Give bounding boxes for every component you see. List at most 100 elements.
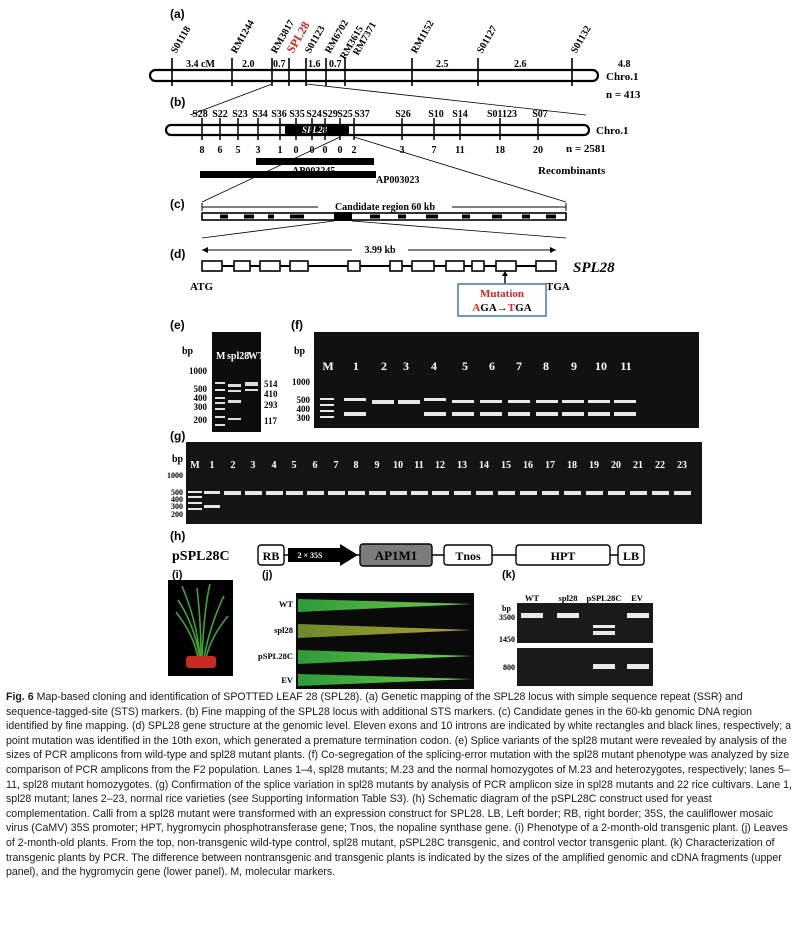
lane-g-8: 8	[354, 460, 359, 471]
bp-g: bp	[172, 454, 184, 465]
lane-g-21: 21	[633, 460, 643, 471]
ladder-e-4: 300	[194, 402, 208, 412]
panel-h-label: (h)	[170, 529, 185, 543]
ladder-e-1: 1000	[189, 366, 208, 376]
lane-f-7: 6	[489, 359, 495, 373]
bac-ap003023	[200, 171, 376, 178]
panel-i: (i)	[168, 569, 233, 676]
part-tnos: Tnos	[455, 549, 481, 563]
bp-e: bp	[182, 346, 194, 357]
n-b: n = 2581	[566, 143, 606, 155]
panel-f-label: (f)	[291, 318, 303, 332]
recomb-b-13: 11	[455, 145, 464, 156]
gel-g	[186, 442, 702, 524]
lane-f-1: M	[322, 359, 333, 373]
part-rb: RB	[263, 549, 280, 563]
panel-j-label: (j)	[262, 569, 273, 581]
lane-e-2: spl28	[227, 351, 249, 362]
leaf-spl28	[298, 624, 472, 638]
recomb-b-5: 1	[278, 145, 283, 156]
distance-a-5: 0.7	[329, 59, 342, 70]
ladder-k-1: 3500	[499, 613, 515, 622]
gene-b: SPL28	[302, 125, 328, 135]
marker-b-15: S07	[532, 109, 548, 120]
panel-b: (b) SPL28 S28 S22 S23 S34 S36 S35 S24 S2…	[164, 83, 629, 203]
panel-g-label: (g)	[170, 429, 185, 443]
lane-g-4: 4	[272, 460, 277, 471]
recomb-b-14: 18	[495, 145, 505, 156]
marker-a-2: RM1244	[229, 18, 257, 55]
marker-a-9: RM1152	[409, 19, 437, 56]
bac-ap003245	[256, 158, 374, 165]
lane-k-4: EV	[631, 593, 644, 603]
leaf-label-3: pSPL28C	[258, 651, 293, 661]
lane-g-19: 19	[589, 460, 599, 471]
marker-b-8: S29	[322, 109, 338, 120]
plant-leaves	[175, 583, 229, 659]
distance-a-7: 2.6	[514, 59, 527, 70]
spl28-region	[285, 125, 349, 135]
part-hpt: HPT	[551, 549, 576, 563]
leaf-label-1: WT	[279, 599, 294, 609]
recombinants-label: Recombinants	[538, 165, 606, 177]
panel-c: (c) Candidate region 60 kb	[170, 197, 567, 239]
ladder-k-3: 800	[503, 663, 515, 672]
lane-g-10: 10	[393, 460, 403, 471]
panel-k-label: (k)	[502, 569, 516, 581]
marker-b-12: S10	[428, 109, 444, 120]
lane-f-8: 7	[516, 359, 522, 373]
construct-name: pSPL28C	[172, 549, 230, 564]
marker-b-10: S37	[354, 109, 370, 120]
part-ap1m1: AP1M1	[375, 548, 418, 563]
chromosome-b-label: Chro.1	[596, 125, 629, 137]
lane-g-6: 6	[313, 460, 318, 471]
lane-g-13: 13	[457, 460, 467, 471]
recomb-b-12: 7	[432, 145, 437, 156]
marker-b-5: S36	[271, 109, 287, 120]
gel-k-upper	[517, 603, 653, 643]
distance-a-1: 3.4 cM	[186, 59, 215, 70]
panel-c-label: (c)	[170, 197, 185, 211]
marker-b-9: S25	[337, 109, 353, 120]
part-35s: 2 × 35S	[297, 551, 323, 560]
ladder-f-3: 400	[297, 404, 311, 414]
stop-codon: TGA	[546, 281, 570, 293]
lane-g-1: 1	[210, 460, 215, 471]
panel-d: (d) 3.99 kb SPL28 ATG TGA Mutation AGA→T…	[170, 244, 615, 317]
size-e-2: 410	[264, 389, 278, 399]
distance-a-8: 4.8	[618, 59, 631, 70]
caption-fig: Fig. 6	[6, 691, 34, 703]
gel-f	[314, 332, 699, 428]
ladder-e-2: 500	[194, 384, 208, 394]
promoter-arrow	[288, 544, 358, 566]
candidate-title: Candidate region 60 kb	[335, 202, 436, 213]
lane-g-18: 18	[567, 460, 577, 471]
panel-j: (j) WT spl28 pSPL28C EV	[258, 569, 474, 689]
panel-f: (f) M 1 2 3 4 5 6 7 8 9 10 11	[291, 318, 699, 428]
lane-g-11: 11	[414, 460, 423, 471]
panel-k: (k) WT spl28 pSPL28C EV bp 3500 1450 800	[499, 569, 653, 686]
panel-d-label: (d)	[170, 247, 185, 261]
recomb-b-8: 0	[323, 145, 328, 156]
lane-g-15: 15	[501, 460, 511, 471]
lane-g-14: 14	[479, 460, 489, 471]
panel-i-label: (i)	[172, 569, 183, 581]
lane-g-9: 9	[375, 460, 380, 471]
lane-g-20: 20	[611, 460, 621, 471]
leaf-wt	[298, 599, 472, 612]
rb-box	[257, 544, 285, 566]
lane-g-m: M	[190, 460, 200, 471]
ladder-k-2: 1450	[499, 635, 515, 644]
chromosome-b	[164, 123, 591, 137]
lane-f-6: 5	[462, 359, 468, 373]
ladder-e-3: 400	[194, 393, 208, 403]
marker-ticks-a	[171, 58, 573, 86]
gene-d: SPL28	[573, 260, 615, 276]
ap1m1-box	[359, 543, 433, 567]
lane-f-11: 10	[595, 359, 607, 373]
lane-g-12: 12	[435, 460, 445, 471]
marker-b-13: S14	[452, 109, 468, 120]
recomb-b-15: 20	[533, 145, 543, 156]
marker-b-3: S23	[232, 109, 248, 120]
lane-g-5: 5	[292, 460, 297, 471]
